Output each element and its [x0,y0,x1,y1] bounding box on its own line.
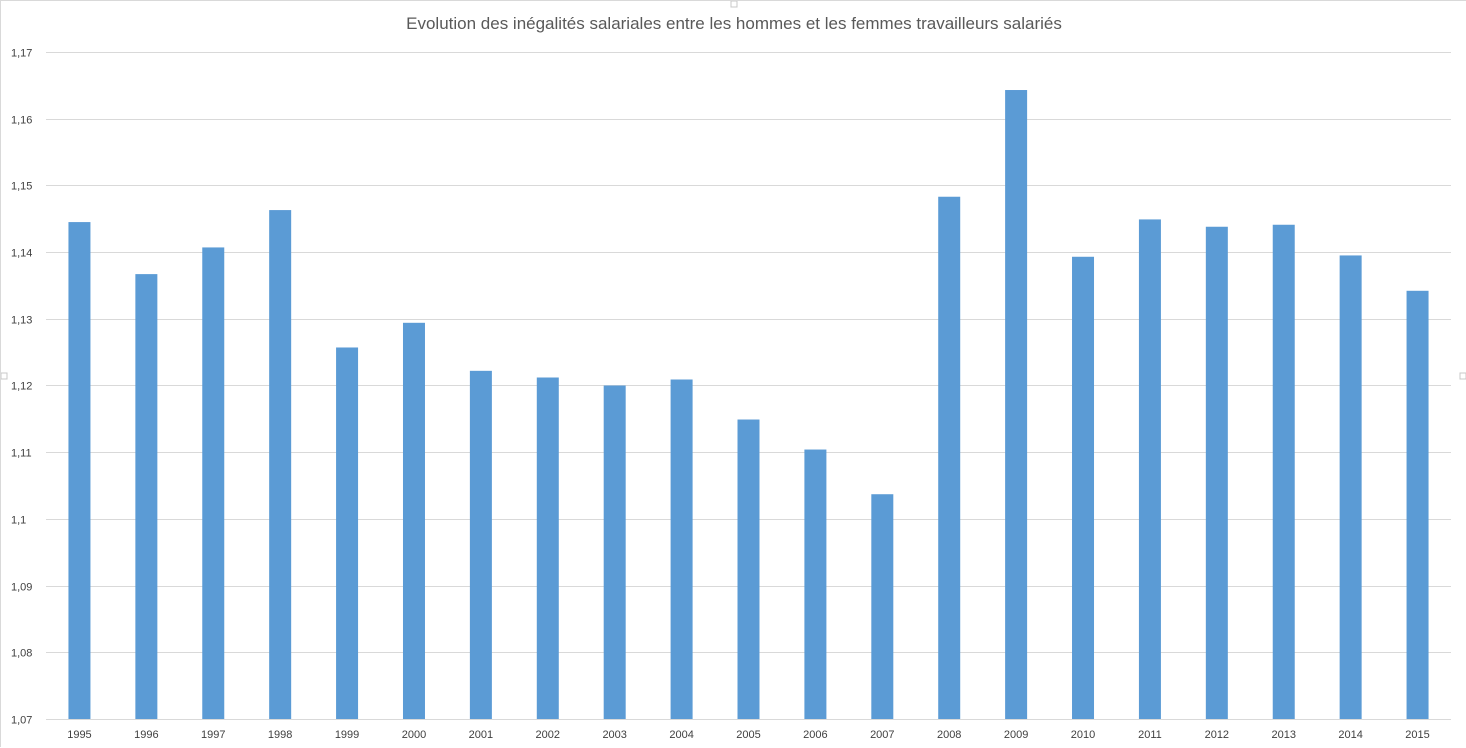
x-tick-label: 1999 [335,729,359,741]
bar-2007 [871,494,894,719]
x-tick-label: 2012 [1205,729,1229,741]
bar-1999 [336,347,359,719]
y-tick-label: 1,12 [11,381,32,393]
x-tick-label: 2014 [1338,729,1362,741]
y-tick-label: 1,16 [11,115,32,127]
x-tick-label: 2004 [669,729,693,741]
bar-2008 [938,196,961,720]
bar-2012 [1205,226,1228,719]
y-tick-label: 1,15 [11,181,32,193]
bar-2015 [1406,290,1429,719]
bar-1996 [135,274,158,719]
x-tick-label: 1995 [67,729,91,741]
y-tick-label: 1,17 [11,48,32,60]
x-tick-label: 2011 [1138,729,1162,741]
x-tick-label: 1998 [268,729,292,741]
x-tick-label: 2005 [736,729,760,741]
x-axis-tick-labels: 1995 1996 1997 1998 1999 2000 2001 2002 2003 2004… [67,729,1430,741]
x-tick-label: 2007 [870,729,894,741]
bar-2009 [1005,90,1028,719]
x-tick-label: 1997 [201,729,225,741]
selection-handles [1,1,1466,380]
y-tick-label: 1,08 [11,648,32,660]
bar-2005 [737,419,760,719]
x-tick-label: 2001 [469,729,493,741]
x-tick-label: 2013 [1271,729,1295,741]
x-tick-label: 2003 [602,729,626,741]
x-tick-label: 2009 [1004,729,1028,741]
bar-2003 [603,385,626,719]
resize-handle[interactable] [730,1,738,8]
chart-title: Evolution des inégalités salariales entr… [406,14,1062,33]
y-axis-tick-labels: 1,07 1,08 1,09 1,1 1,11 1,12 1,13 1,14 1,15 1,16 1… [11,48,32,727]
bar-2002 [536,377,559,719]
y-tick-label: 1,1 [11,515,26,527]
bar-2001 [469,370,492,719]
y-tick-label: 1,09 [11,582,32,594]
bars [68,90,1429,720]
bar-1995 [68,222,91,719]
bar-1997 [202,247,225,719]
x-tick-label: 2000 [402,729,426,741]
bar-2013 [1272,224,1295,719]
y-tick-label: 1,07 [11,715,32,727]
x-tick-label: 2006 [803,729,827,741]
y-tick-label: 1,14 [11,248,32,260]
y-tick-label: 1,11 [11,448,32,460]
x-tick-label: 1996 [134,729,158,741]
bar-2006 [804,449,827,719]
bar-2004 [670,379,693,719]
bar-2000 [402,322,425,719]
x-tick-label: 2002 [536,729,560,741]
x-tick-label: 2015 [1405,729,1429,741]
x-tick-label: 2010 [1071,729,1095,741]
y-tick-label: 1,13 [11,315,32,327]
bar-1998 [269,210,292,719]
bar-2011 [1138,219,1161,720]
resize-handle[interactable] [1,372,8,380]
bar-2010 [1072,256,1095,719]
x-tick-label: 2008 [937,729,961,741]
resize-handle[interactable] [1459,372,1466,380]
bar-2014 [1339,255,1362,719]
